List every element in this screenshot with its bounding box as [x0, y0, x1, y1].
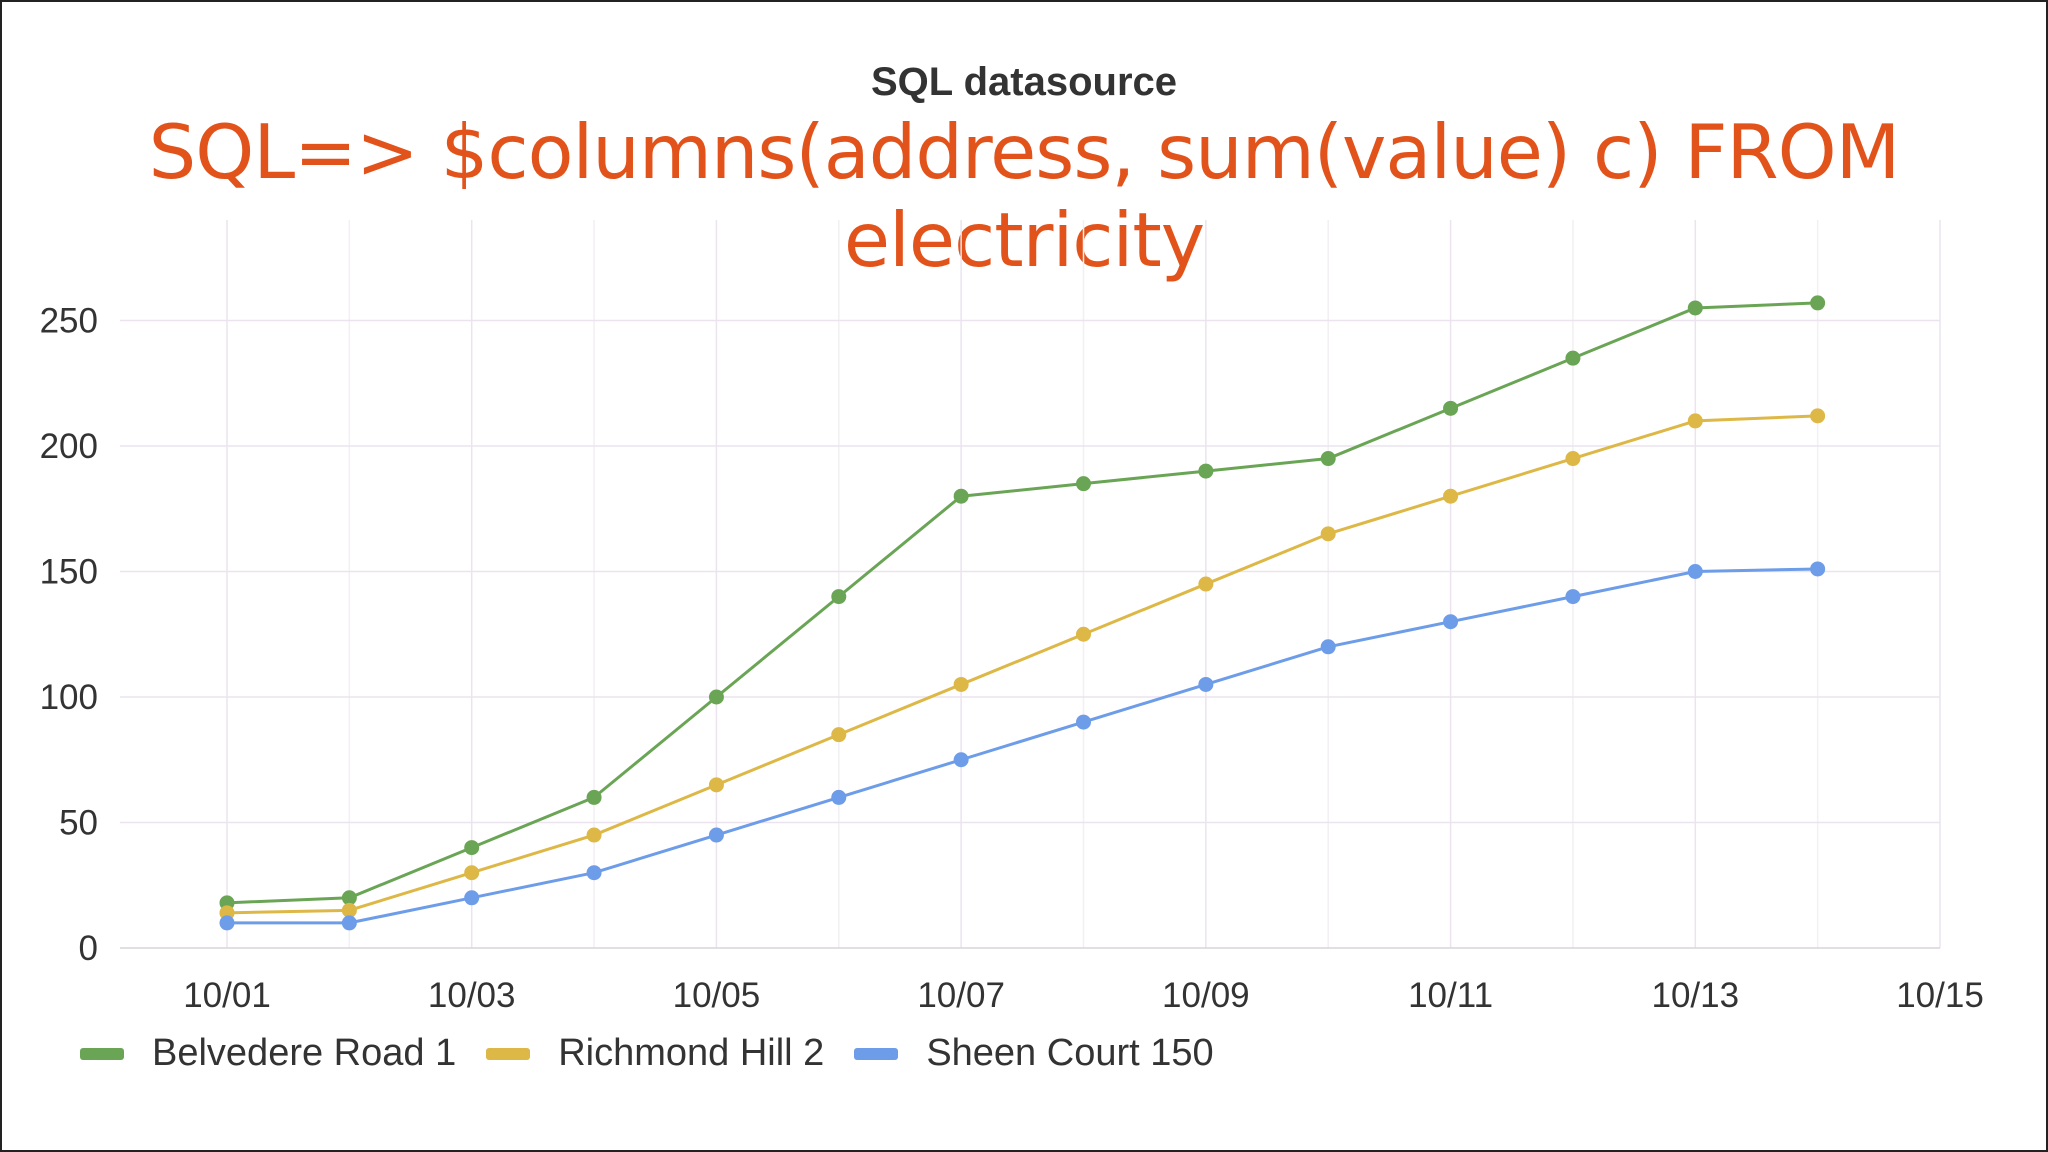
data-point [953, 676, 969, 692]
data-point [341, 890, 357, 906]
data-point [1198, 463, 1214, 479]
data-point [586, 865, 602, 881]
data-point [1198, 576, 1214, 592]
legend-item-belvedere-road-1[interactable]: Belvedere Road 1 [80, 1032, 456, 1075]
data-point [708, 827, 724, 843]
data-point [341, 902, 357, 918]
data-point [1076, 626, 1091, 642]
data-point [1443, 400, 1459, 416]
sql-query-annotation: SQL=> $columns(address, sum(value) c) FR… [148, 108, 1901, 284]
x-tick-label: 10/01 [183, 976, 271, 1015]
chart-title: SQL datasource [870, 60, 1178, 104]
data-point [586, 827, 602, 843]
data-point [464, 840, 480, 856]
data-point [831, 727, 847, 743]
legend-item-sheen-court-150[interactable]: Sheen Court 150 [854, 1032, 1214, 1075]
data-point [1320, 639, 1336, 655]
y-tick-label: 100 [40, 678, 98, 717]
legend-swatch-icon [80, 1047, 124, 1060]
data-point [831, 789, 847, 805]
data-point [1810, 408, 1826, 424]
data-point [1198, 676, 1214, 692]
data-point [1687, 564, 1703, 579]
chart-legend: Belvedere Road 1 Richmond Hill 2 Sheen C… [80, 1032, 1244, 1075]
data-point [464, 865, 480, 881]
series-line-0 [226, 301, 1818, 905]
data-point [1810, 295, 1826, 311]
data-point [831, 589, 847, 605]
data-point [1076, 714, 1091, 730]
data-point [1443, 488, 1459, 504]
legend-label: Sheen Court 150 [926, 1032, 1214, 1074]
data-point [586, 789, 602, 805]
data-point [1687, 300, 1703, 316]
x-tick-label: 10/03 [428, 976, 516, 1015]
legend-item-richmond-hill-2[interactable]: Richmond Hill 2 [486, 1032, 824, 1075]
legend-swatch-icon [486, 1047, 531, 1060]
y-tick-label: 50 [59, 804, 98, 843]
x-tick-label: 10/07 [917, 976, 1005, 1015]
data-point [953, 752, 969, 768]
x-tick-label: 10/15 [1896, 976, 1984, 1015]
x-tick-label: 10/13 [1651, 976, 1739, 1015]
data-point [341, 915, 357, 931]
data-point [464, 890, 480, 906]
data-point [1565, 350, 1581, 366]
data-point [708, 777, 724, 793]
series-line-2 [227, 567, 1818, 925]
data-point [1565, 589, 1581, 605]
x-tick-label: 10/09 [1162, 976, 1250, 1015]
data-point [1076, 476, 1091, 492]
y-tick-label: 250 [40, 302, 98, 341]
data-point [953, 488, 969, 504]
legend-label: Richmond Hill 2 [558, 1032, 825, 1074]
legend-label: Belvedere Road 1 [152, 1032, 457, 1074]
data-point [1443, 614, 1459, 630]
y-tick-label: 150 [40, 553, 98, 592]
data-point [1320, 526, 1336, 542]
legend-swatch-icon [854, 1047, 899, 1060]
y-tick-label: 200 [40, 427, 98, 466]
y-tick-label: 0 [79, 929, 98, 968]
x-tick-label: 10/05 [673, 976, 761, 1015]
data-point [1565, 451, 1581, 467]
data-point [1810, 561, 1826, 577]
data-point [219, 915, 235, 931]
x-tick-label: 10/11 [1408, 976, 1493, 1015]
data-point [1687, 413, 1703, 429]
data-point [708, 689, 724, 705]
data-point [1320, 451, 1336, 467]
series-line-1 [226, 414, 1818, 915]
